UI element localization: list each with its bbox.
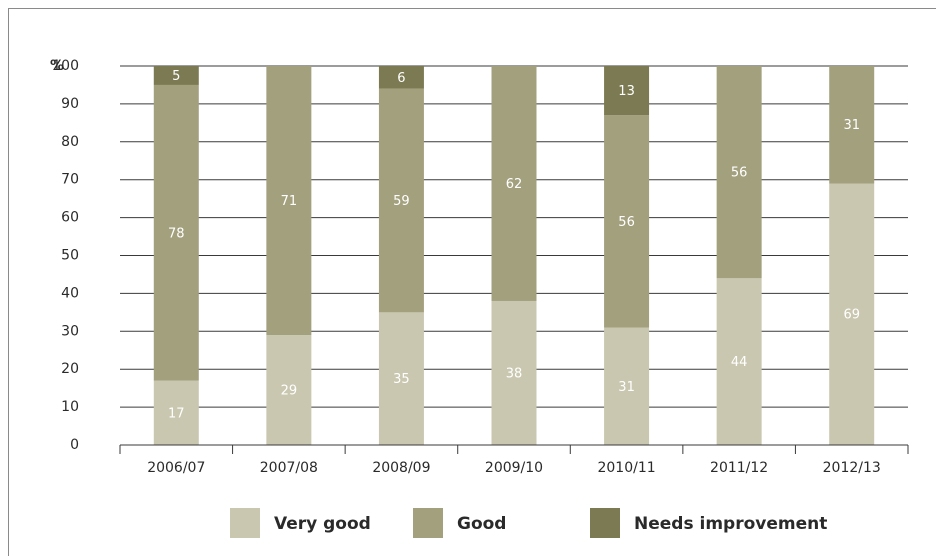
bar-value-label: 35 — [393, 372, 410, 387]
bar-segment — [604, 115, 650, 328]
y-tick-label: 70 — [61, 172, 79, 188]
y-axis-label: % — [50, 58, 64, 74]
bar-value-label: 6 — [397, 71, 405, 86]
bar-value-label: 31 — [618, 380, 635, 395]
bar-value-label: 69 — [843, 308, 860, 323]
bar-segment — [604, 327, 650, 445]
y-tick-label: 80 — [61, 134, 79, 150]
bar-segment — [491, 66, 537, 301]
bar-value-label: 38 — [506, 366, 523, 381]
legend: Very good Good Needs improvement — [230, 508, 827, 538]
x-tick-label: 2011/12 — [710, 460, 768, 476]
x-tick-label: 2006/07 — [147, 460, 205, 476]
bar-value-label: 31 — [843, 118, 860, 133]
x-axis: 2006/07 2007/08 2008/09 2009/10 2010/11 2011/… — [119, 444, 909, 476]
legend-swatch — [590, 508, 620, 538]
bar-segment — [716, 278, 762, 445]
bar-value-label: 13 — [618, 84, 635, 99]
bar-value-label: 56 — [618, 215, 635, 230]
legend-swatch — [230, 508, 260, 538]
bar-segment — [266, 66, 312, 336]
y-tick-label: 90 — [61, 96, 79, 112]
bar-segment — [153, 66, 199, 85]
bar-segment — [153, 380, 199, 445]
y-tick-label: 30 — [61, 323, 79, 339]
bar-segment — [829, 66, 875, 184]
bar-segment — [266, 335, 312, 445]
y-tick-label: 0 — [70, 437, 79, 453]
bar-segment — [378, 66, 424, 89]
y-axis-ticks: 0 10 20 30 40 50 60 70 80 90 100 — [52, 58, 79, 453]
y-tick-label: 10 — [61, 399, 79, 415]
bar-value-label: 29 — [281, 384, 298, 399]
legend-swatch — [413, 508, 443, 538]
y-tick-label: 40 — [61, 285, 79, 301]
chart-frame — [8, 8, 936, 556]
y-tick-label: 60 — [61, 210, 79, 226]
bar-value-label: 56 — [731, 166, 748, 181]
x-tick-label: 2009/10 — [485, 460, 543, 476]
x-tick-label: 2010/11 — [597, 460, 655, 476]
bar-segment — [153, 84, 199, 381]
bar-value-label: 5 — [172, 69, 180, 84]
legend-label: Very good — [274, 514, 371, 534]
legend-label: Needs improvement — [634, 514, 827, 534]
bar-segment — [378, 312, 424, 445]
bar-value-label: 62 — [506, 177, 523, 192]
bar-segment — [829, 183, 875, 446]
bar-segment — [716, 66, 762, 279]
bars: 17 78 5 29 71 35 59 6 38 62 31 56 13 44 56 69 31 — [153, 66, 875, 446]
bar-value-label: 71 — [281, 194, 298, 209]
y-tick-label: 20 — [61, 361, 79, 377]
bar-segment — [491, 300, 537, 445]
bar-value-label: 17 — [168, 406, 185, 421]
x-tick-label: 2008/09 — [372, 460, 430, 476]
x-tick-label: 2012/13 — [823, 460, 881, 476]
y-tick-label: 100 — [52, 58, 79, 74]
x-tick-label: 2007/08 — [260, 460, 318, 476]
bar-segment — [378, 88, 424, 313]
legend-label: Good — [457, 514, 506, 534]
y-tick-label: 50 — [61, 248, 79, 264]
bar-value-label: 78 — [168, 226, 185, 241]
bar-value-label: 59 — [393, 194, 410, 209]
bar-segment — [604, 66, 650, 116]
bar-value-label: 44 — [731, 355, 748, 370]
